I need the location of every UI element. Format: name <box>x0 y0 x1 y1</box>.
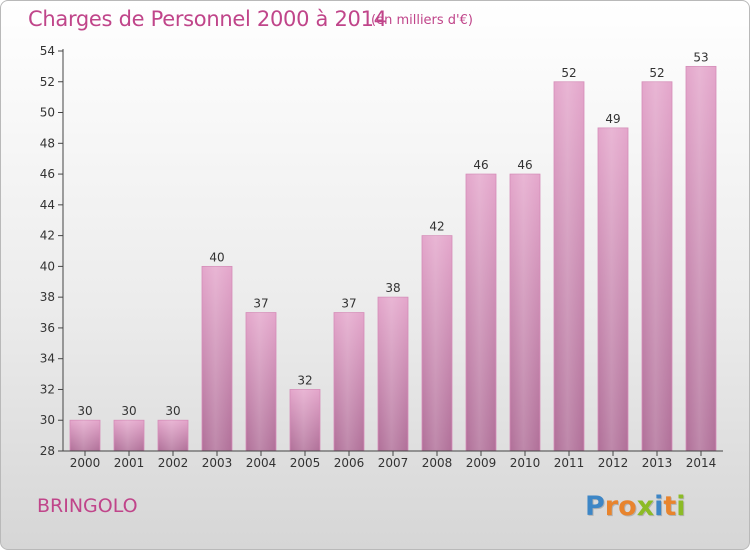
x-tick-label: 2008 <box>422 456 453 470</box>
bar-highlight <box>686 66 716 451</box>
bar-highlight <box>598 127 628 451</box>
chart-title: Charges de Personnel 2000 à 2014 <box>28 7 387 31</box>
bar-highlight <box>642 81 672 452</box>
bar-highlight <box>334 312 364 451</box>
bars: 30 30 30 40 37 32 37 38 42 46 46 52 49 52 53 <box>69 50 717 452</box>
x-tick-label: 2004 <box>246 456 277 470</box>
bar-value-label: 42 <box>429 220 444 234</box>
y-tick-label: 52 <box>40 75 55 89</box>
logo-letter: x <box>636 491 655 522</box>
logo-letter: i <box>676 491 686 522</box>
bar-value-label: 53 <box>693 50 708 64</box>
x-tick-label: 2009 <box>466 456 497 470</box>
bar-value-label: 49 <box>605 112 620 126</box>
y-tick-label: 40 <box>40 259 55 273</box>
x-tick-label: 2000 <box>70 456 101 470</box>
y-tick-label: 30 <box>40 413 55 427</box>
x-tick-label: 2012 <box>598 456 629 470</box>
bar-highlight <box>158 420 188 451</box>
bar-value-label: 30 <box>77 404 92 418</box>
bar-highlight <box>114 420 144 451</box>
bar-value-label: 32 <box>297 373 312 387</box>
logo-letter: o <box>618 491 637 522</box>
chart-subtitle: (en milliers d'€) <box>371 13 473 28</box>
x-tick-label: 2003 <box>202 456 233 470</box>
y-tick-label: 48 <box>40 136 55 150</box>
bar-value-label: 46 <box>517 158 532 172</box>
logo-letter: r <box>604 491 619 522</box>
bar-highlight <box>290 389 320 451</box>
bar-value-label: 52 <box>649 66 664 80</box>
bar-value-label: 40 <box>209 250 224 264</box>
y-tick-label: 38 <box>40 290 55 304</box>
bar-highlight <box>70 420 100 451</box>
x-tick-label: 2011 <box>554 456 585 470</box>
bar-highlight <box>466 174 496 452</box>
bar-highlight <box>554 81 584 452</box>
y-tick-label: 42 <box>40 229 55 243</box>
bar-value-label: 37 <box>253 297 268 311</box>
y-tick-label: 36 <box>40 321 55 335</box>
y-tick-label: 50 <box>40 106 55 120</box>
x-tick-label: 2006 <box>334 456 365 470</box>
logo-letter: i <box>654 491 664 522</box>
proxiti-logo[interactable]: Proxiti <box>585 491 686 522</box>
bar-highlight <box>378 297 408 451</box>
x-tick-label: 2001 <box>114 456 145 470</box>
bar-value-label: 46 <box>473 158 488 172</box>
x-tick-label: 2013 <box>642 456 673 470</box>
x-tick-label: 2007 <box>378 456 409 470</box>
bar-highlight <box>510 174 540 452</box>
bar-value-label: 30 <box>121 404 136 418</box>
y-tick-label: 34 <box>40 352 55 366</box>
x-tick-label: 2005 <box>290 456 321 470</box>
bar-highlight <box>422 235 452 451</box>
y-axis: 28 30 32 34 36 38 40 42 44 46 48 50 52 54 <box>40 44 64 458</box>
x-tick-label: 2010 <box>510 456 541 470</box>
x-axis: 2000 2001 2002 2003 2004 2005 2006 2007 2008 2009… <box>63 450 723 470</box>
y-tick-label: 32 <box>40 382 55 396</box>
x-tick-label: 2002 <box>158 456 189 470</box>
y-tick-label: 46 <box>40 167 55 181</box>
bar-highlight <box>246 312 276 451</box>
place-label: BRINGOLO <box>37 495 138 517</box>
bar-value-label: 30 <box>165 404 180 418</box>
logo-letter: P <box>585 491 605 522</box>
bar-value-label: 52 <box>561 66 576 80</box>
bar-value-label: 37 <box>341 297 356 311</box>
bar-highlight <box>202 266 232 451</box>
logo-letter: t <box>663 491 677 522</box>
bar-value-label: 38 <box>385 281 400 295</box>
y-tick-label: 44 <box>40 198 55 212</box>
x-tick-label: 2014 <box>686 456 717 470</box>
y-tick-label: 28 <box>40 444 55 458</box>
y-tick-label: 54 <box>40 44 55 58</box>
